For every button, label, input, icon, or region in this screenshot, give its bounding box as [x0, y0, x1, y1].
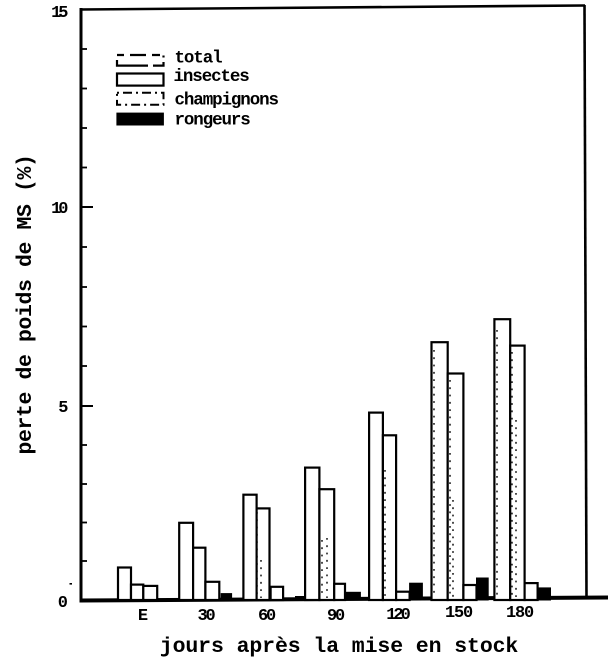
- svg-text:total: total: [175, 49, 223, 69]
- svg-text:30: 30: [197, 607, 215, 626]
- svg-text:perte de poids de MS (%): perte de poids de MS (%): [14, 154, 38, 454]
- svg-text:120: 120: [386, 606, 410, 625]
- svg-text:90: 90: [327, 607, 345, 626]
- svg-text:rongeurs: rongeurs: [175, 111, 251, 131]
- svg-text:60: 60: [258, 607, 276, 626]
- svg-text:champignons: champignons: [175, 91, 279, 111]
- svg-text:180: 180: [506, 604, 534, 623]
- svg-text:jours après la mise en stock: jours après la mise en stock: [160, 635, 519, 659]
- svg-text:150: 150: [445, 604, 473, 623]
- svg-text:insectes: insectes: [174, 67, 250, 87]
